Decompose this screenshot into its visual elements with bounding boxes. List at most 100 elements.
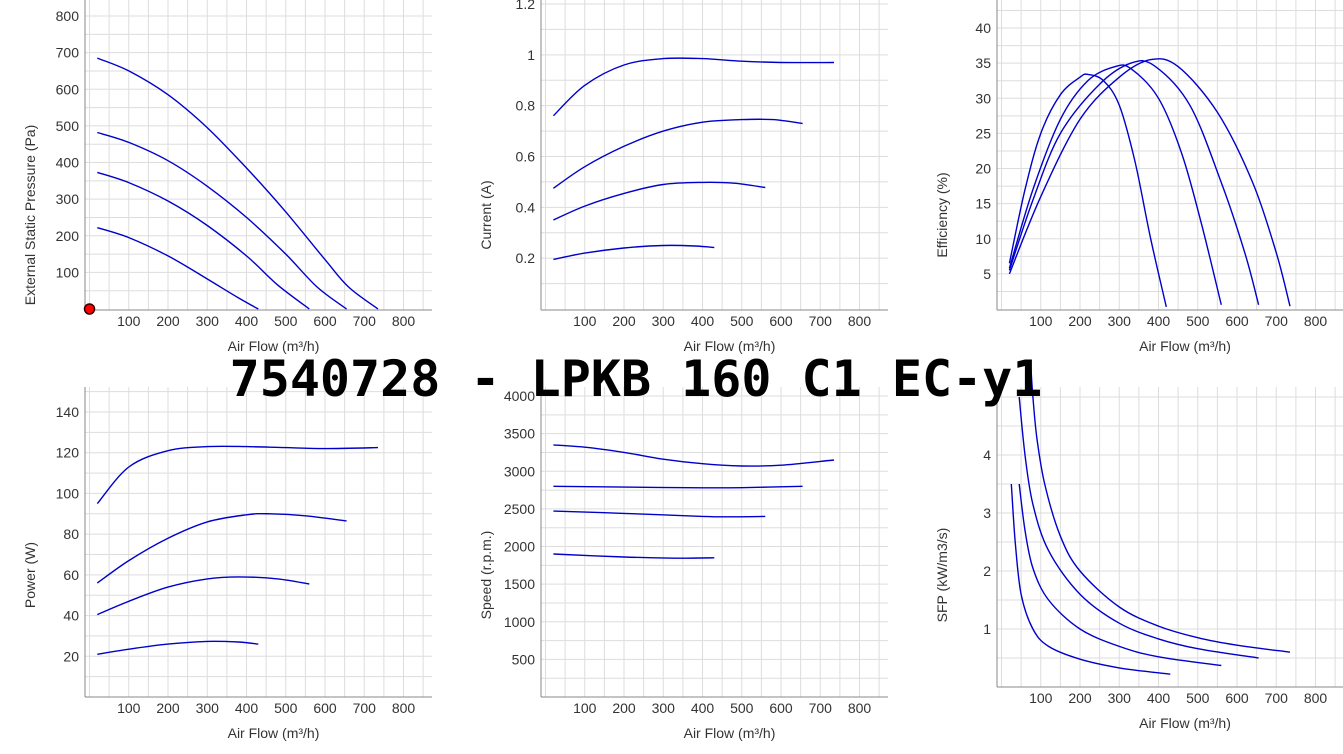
x-tick-label: 400: [691, 700, 715, 716]
operating-point-marker: [83, 303, 96, 315]
x-axis-label: Air Flow (m³/h): [1139, 338, 1231, 354]
x-tick-label: 400: [235, 700, 259, 716]
y-tick-label: 100: [56, 485, 80, 501]
y-axis-label: Power (W): [22, 542, 38, 608]
x-tick-label: 800: [1304, 313, 1328, 329]
y-axis-label: External Static Pressure (Pa): [22, 125, 38, 306]
chart-1: 100 200 300 400 500 600 700 800 100 200 300 400 500 6…: [22, 0, 432, 354]
y-tick-label: 2500: [504, 501, 535, 517]
series-line-1: [1030, 367, 1291, 653]
series-line-1: [1008, 73, 1167, 308]
chart-3: 100 200 300 400 500 600 700 800 5 10 15 20 25 30 35 40 A…: [934, 0, 1343, 354]
chart-4: 100 200 300 400 500 600 700 800 20 40 60 80 100 120 14…: [22, 387, 432, 741]
y-tick-label: 700: [56, 45, 80, 61]
x-tick-label: 400: [691, 313, 715, 329]
y-tick-label: 3000: [504, 463, 535, 479]
series-line-1: [97, 57, 379, 310]
series-line-4: [97, 640, 259, 655]
y-tick-label: 35: [975, 55, 991, 71]
x-tick-label: 200: [156, 700, 180, 716]
x-tick-label: 100: [1029, 313, 1053, 329]
y-tick-label: 25: [975, 125, 991, 141]
x-tick-label: 500: [730, 700, 754, 716]
x-tick-label: 700: [809, 313, 833, 329]
series-line-4: [1008, 58, 1291, 307]
y-axis-label: Efficiency (%): [934, 172, 950, 257]
series-line-2: [96, 512, 347, 584]
y-tick-label: 2000: [504, 539, 535, 555]
x-axis-label: Air Flow (m³/h): [684, 338, 776, 354]
y-tick-label: 1000: [504, 614, 535, 630]
series-line-2: [1018, 396, 1259, 659]
series-line-3: [97, 171, 310, 310]
y-axis-label: Current (A): [478, 180, 494, 249]
x-tick-label: 600: [1225, 313, 1249, 329]
page-title: 7540728 - LPKB 160 C1 EC-y1: [230, 350, 1043, 408]
x-tick-label: 600: [313, 700, 337, 716]
y-tick-label: 500: [56, 118, 80, 134]
chart-2: 100 200 300 400 500 600 700 800 0.2 0.4 0.6 0.8 1 1.2…: [478, 0, 888, 354]
x-tick-label: 100: [573, 313, 597, 329]
x-axis-label: Air Flow (m³/h): [1139, 715, 1231, 731]
y-tick-label: 100: [56, 264, 80, 280]
x-tick-label: 800: [1304, 690, 1328, 706]
x-tick-label: 200: [612, 313, 636, 329]
x-tick-label: 700: [809, 700, 833, 716]
x-tick-label: 200: [156, 313, 180, 329]
y-axis-label: SFP (kW/m3/s): [934, 528, 950, 623]
x-tick-label: 200: [1068, 313, 1092, 329]
x-tick-label: 500: [274, 313, 298, 329]
chart-5: 100 200 300 400 500 600 700 800 500 1000 1500 2000 2…: [478, 387, 888, 741]
series-line-2: [97, 131, 348, 310]
series-line-3: [97, 576, 310, 616]
x-tick-label: 500: [1186, 690, 1210, 706]
x-tick-label: 300: [1108, 313, 1132, 329]
series-line-1: [553, 444, 835, 467]
x-tick-label: 300: [652, 313, 676, 329]
x-axis-label: Air Flow (m³/h): [228, 725, 320, 741]
y-tick-label: 0.6: [516, 149, 536, 165]
x-tick-label: 300: [652, 700, 676, 716]
y-tick-label: 15: [975, 196, 991, 212]
x-tick-label: 300: [196, 700, 220, 716]
series-line-2: [553, 485, 803, 489]
y-tick-label: 200: [56, 228, 80, 244]
x-tick-label: 600: [769, 700, 793, 716]
y-tick-label: 4000: [504, 388, 535, 404]
x-tick-label: 500: [730, 313, 754, 329]
x-tick-label: 700: [353, 313, 377, 329]
x-axis-label: Air Flow (m³/h): [228, 338, 320, 354]
x-tick-label: 200: [612, 700, 636, 716]
x-tick-label: 100: [117, 700, 141, 716]
series-line-3: [553, 181, 766, 221]
y-tick-label: 600: [56, 81, 80, 97]
x-tick-label: 800: [848, 313, 872, 329]
x-tick-label: 800: [392, 313, 416, 329]
series-line-4: [553, 244, 715, 261]
x-tick-label: 100: [1029, 690, 1053, 706]
y-tick-label: 500: [512, 651, 536, 667]
y-tick-label: 30: [975, 90, 991, 106]
y-tick-label: 800: [56, 8, 80, 24]
x-tick-label: 300: [196, 313, 220, 329]
y-tick-label: 0.2: [516, 250, 536, 266]
y-tick-label: 3: [983, 505, 991, 521]
y-tick-label: 120: [56, 445, 80, 461]
series-line-2: [553, 118, 803, 189]
x-tick-label: 700: [1265, 690, 1289, 706]
series-line-1: [552, 57, 835, 117]
y-tick-label: 300: [56, 191, 80, 207]
x-tick-label: 100: [117, 313, 141, 329]
y-axis-label: Speed (r.p.m.): [478, 531, 494, 620]
x-tick-label: 700: [353, 700, 377, 716]
y-tick-label: 1: [527, 47, 535, 63]
x-tick-label: 800: [848, 700, 872, 716]
y-tick-label: 1.2: [516, 0, 536, 12]
y-tick-label: 5: [983, 266, 991, 282]
y-tick-label: 2: [983, 563, 991, 579]
x-tick-label: 100: [573, 700, 597, 716]
x-tick-label: 600: [769, 313, 793, 329]
series-line-4: [97, 227, 259, 310]
y-tick-label: 400: [56, 155, 80, 171]
